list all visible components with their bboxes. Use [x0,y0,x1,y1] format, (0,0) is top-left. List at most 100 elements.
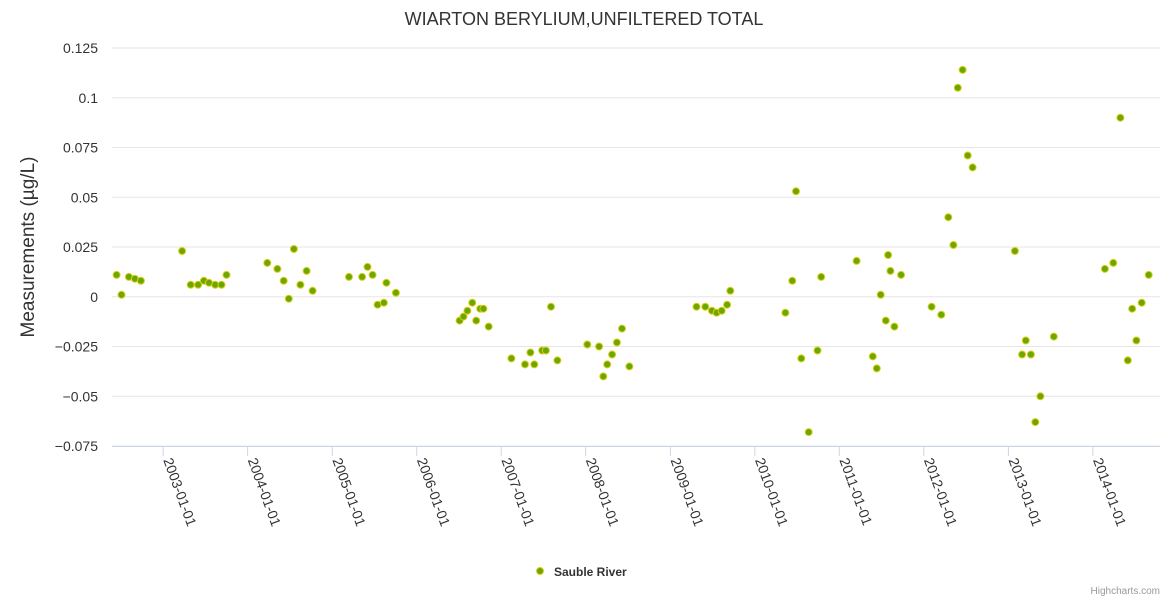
data-point[interactable] [136,276,145,285]
data-point[interactable] [868,352,877,361]
data-point[interactable] [526,348,535,357]
x-tick-label: 2009-01-01 [668,456,708,529]
data-point[interactable] [717,306,726,315]
data-point[interactable] [289,245,298,253]
data-point[interactable] [781,308,790,317]
data-point[interactable] [1109,258,1118,267]
data-point[interactable] [927,302,936,311]
data-point[interactable] [968,163,977,172]
data-point[interactable] [1100,264,1109,273]
data-point[interactable] [937,310,946,319]
data-point[interactable] [876,290,885,299]
data-point[interactable] [1010,247,1019,255]
data-point[interactable] [599,372,608,381]
data-point[interactable] [817,272,826,281]
data-point[interactable] [792,187,800,196]
data-point[interactable] [625,362,634,371]
data-point[interactable] [1137,298,1146,307]
data-point[interactable] [117,290,126,299]
x-tick-label: 2012-01-01 [921,456,961,529]
data-point[interactable] [296,280,305,289]
legend[interactable]: Sauble River [536,565,628,579]
data-point[interactable] [194,280,203,289]
credits-link[interactable]: Highcharts.com [1091,586,1160,597]
data-point[interactable] [788,276,797,285]
x-axis: 2003-01-01 2004-01-01 2005-01-01 2006-01-01… [112,446,1160,529]
data-point[interactable] [881,316,890,325]
data-point[interactable] [1021,336,1030,345]
data-point[interactable] [178,247,187,255]
data-point[interactable] [886,266,895,275]
data-point[interactable] [852,256,861,265]
data-point[interactable] [958,65,967,74]
data-point[interactable] [1026,350,1035,359]
data-point[interactable] [618,324,626,333]
data-point[interactable] [553,356,562,365]
data-point[interactable] [1049,332,1058,341]
y-axis-ticks: 0.125 0.1 0.075 0.05 0.025 0 −0.025 −0.05 −0.075 [55,40,98,454]
data-point[interactable] [692,302,701,311]
data-point[interactable] [279,276,288,285]
data-point[interactable] [186,280,195,289]
data-point[interactable] [813,346,822,355]
data-point[interactable] [884,251,893,259]
data-point[interactable] [897,270,906,279]
data-point[interactable] [112,270,121,279]
data-point[interactable] [723,300,732,309]
scatter-series[interactable] [112,65,1153,437]
data-point[interactable] [944,213,953,222]
data-point[interactable] [345,272,353,281]
data-point[interactable] [308,286,317,295]
data-point[interactable] [701,302,710,311]
data-point[interactable] [612,338,621,347]
data-point[interactable] [797,354,806,363]
data-point[interactable] [726,286,735,295]
data-point[interactable] [1128,304,1137,313]
data-point[interactable] [949,241,958,249]
legend-marker[interactable] [536,567,544,575]
data-point[interactable] [603,360,612,369]
data-point[interactable] [507,354,516,363]
data-point[interactable] [872,364,881,373]
data-point[interactable] [263,258,272,267]
data-point[interactable] [1018,350,1027,359]
data-point[interactable] [1031,418,1040,427]
data-point[interactable] [541,346,550,355]
data-point[interactable] [391,288,400,297]
data-point[interactable] [368,270,377,279]
y-tick-label: −0.025 [55,339,98,355]
data-point[interactable] [379,298,388,307]
data-point[interactable] [472,316,481,325]
data-point[interactable] [521,360,529,369]
data-point[interactable] [1123,356,1132,365]
data-point[interactable] [1144,270,1153,279]
data-point[interactable] [382,278,391,287]
data-point[interactable] [595,342,604,351]
data-point[interactable] [1116,113,1125,122]
data-point[interactable] [479,304,488,313]
data-point[interactable] [363,262,372,271]
data-point[interactable] [547,302,555,311]
data-point[interactable] [530,360,539,369]
data-point[interactable] [302,266,311,275]
data-point[interactable] [284,294,293,303]
x-tick-label: 2013-01-01 [1006,456,1046,529]
data-point[interactable] [804,428,813,437]
data-point[interactable] [468,298,477,307]
data-point[interactable] [358,272,367,281]
legend-series-label[interactable]: Sauble River [554,565,627,579]
data-point[interactable] [217,280,226,289]
data-point[interactable] [273,264,282,273]
data-point[interactable] [1036,392,1045,401]
y-tick-label: 0.025 [63,239,98,255]
data-point[interactable] [890,322,899,331]
data-point[interactable] [953,83,962,92]
data-point[interactable] [463,306,472,315]
data-point[interactable] [484,322,493,331]
data-point[interactable] [222,270,231,279]
data-point[interactable] [583,340,592,349]
data-point[interactable] [459,312,468,321]
data-point[interactable] [1132,336,1141,345]
data-point[interactable] [608,350,617,359]
data-point[interactable] [963,151,972,160]
